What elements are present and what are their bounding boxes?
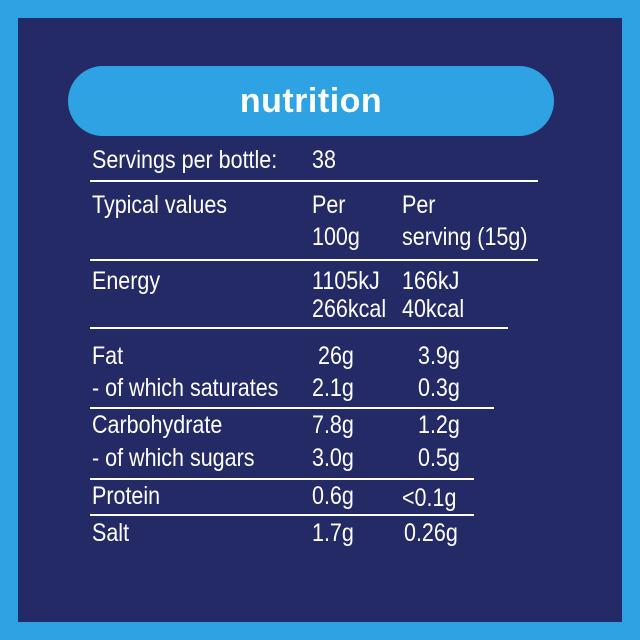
banner-title: nutrition	[239, 81, 383, 120]
carbohydrate-label: Carbohydrate	[92, 411, 223, 439]
fat-per100: 26g	[318, 342, 354, 370]
sugars-label: - of which sugars	[92, 444, 255, 472]
divider-energy	[90, 327, 508, 329]
servings-value: 38	[312, 146, 336, 174]
typical-values-label: Typical values	[92, 191, 228, 219]
divider-header	[90, 259, 538, 261]
energy-per100-kcal: 266kcal	[312, 295, 387, 323]
protein-serving: <0.1g	[402, 484, 457, 512]
saturates-per100: 2.1g	[312, 374, 354, 402]
divider-servings	[90, 180, 538, 182]
protein-label: Protein	[92, 482, 161, 510]
divider-carbohydrate	[90, 478, 474, 480]
saturates-serving: 0.3g	[418, 374, 460, 402]
salt-label: Salt	[92, 519, 130, 547]
serving-header-line2: serving (15g)	[402, 223, 528, 251]
serving-header-line1: Per	[402, 191, 436, 219]
carbohydrate-per100: 7.8g	[312, 411, 354, 439]
carbohydrate-serving: 1.2g	[418, 411, 460, 439]
nutrition-banner: nutrition	[68, 66, 554, 136]
salt-per100: 1.7g	[312, 519, 354, 547]
per100-header-line1: Per	[312, 191, 346, 219]
saturates-label: - of which saturates	[92, 374, 279, 402]
energy-label: Energy	[92, 267, 161, 295]
energy-serving-kcal: 40kcal	[402, 295, 465, 323]
sugars-per100: 3.0g	[312, 444, 354, 472]
salt-serving: 0.26g	[404, 519, 458, 547]
fat-label: Fat	[92, 342, 124, 370]
energy-serving-kj: 166kJ	[402, 267, 460, 295]
per100-header-line2: 100g	[312, 223, 360, 251]
divider-protein	[90, 514, 474, 516]
protein-per100: 0.6g	[312, 482, 354, 510]
fat-serving: 3.9g	[418, 342, 460, 370]
sugars-serving: 0.5g	[418, 444, 460, 472]
servings-label: Servings per bottle:	[92, 146, 278, 174]
divider-fat	[90, 407, 494, 409]
energy-per100-kj: 1105kJ	[312, 267, 380, 295]
